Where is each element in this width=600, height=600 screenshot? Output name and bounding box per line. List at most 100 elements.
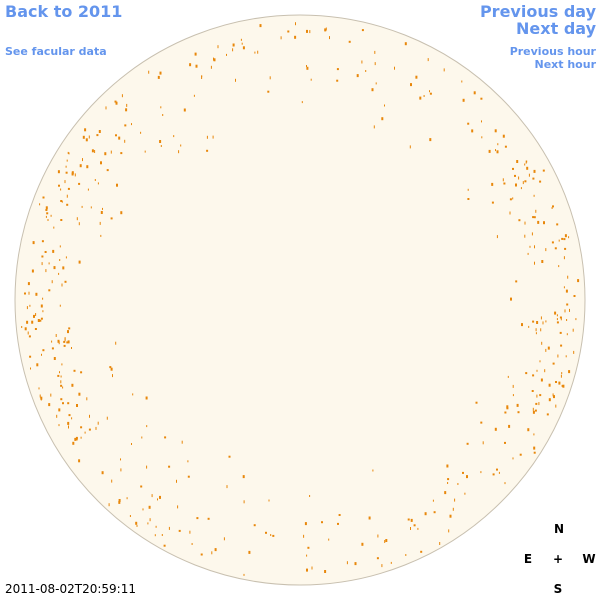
facula-speck bbox=[541, 341, 543, 345]
facula-speck bbox=[454, 498, 456, 502]
facula-speck bbox=[84, 128, 87, 132]
facula-speck bbox=[535, 328, 537, 332]
facula-speck bbox=[427, 58, 429, 62]
facula-speck bbox=[569, 308, 570, 312]
facula-speck bbox=[80, 371, 83, 374]
facula-speck bbox=[573, 350, 575, 354]
facula-speck bbox=[66, 203, 69, 206]
facula-speck bbox=[62, 266, 65, 270]
facula-speck bbox=[429, 138, 432, 142]
facula-speck bbox=[521, 323, 523, 327]
facula-speck bbox=[232, 48, 234, 52]
facula-speck bbox=[212, 135, 214, 139]
facula-speck bbox=[495, 149, 496, 152]
facula-speck bbox=[568, 236, 570, 239]
facula-speck bbox=[336, 68, 339, 71]
facula-speck bbox=[193, 94, 195, 97]
facula-speck bbox=[40, 396, 43, 400]
facula-speck bbox=[466, 442, 469, 445]
facula-speck bbox=[95, 426, 97, 430]
next-day-link[interactable]: Next day bbox=[516, 19, 596, 38]
facula-speck bbox=[259, 24, 262, 28]
facula-speck bbox=[532, 177, 535, 180]
facula-speck bbox=[67, 340, 70, 344]
facula-speck bbox=[410, 83, 412, 87]
facula-speck bbox=[67, 330, 69, 334]
facula-speck bbox=[287, 30, 290, 33]
facula-speck bbox=[68, 425, 69, 429]
facula-speck bbox=[503, 182, 506, 185]
facula-speck bbox=[562, 384, 565, 388]
facula-speck bbox=[336, 79, 339, 82]
facula-speck bbox=[518, 176, 520, 180]
facula-speck bbox=[99, 221, 101, 225]
facula-speck bbox=[78, 222, 80, 226]
facula-speck bbox=[57, 170, 60, 174]
facula-speck bbox=[410, 518, 413, 522]
facula-speck bbox=[527, 428, 530, 432]
facula-speck bbox=[480, 97, 483, 100]
facula-speck bbox=[67, 151, 69, 154]
facula-speck bbox=[405, 554, 407, 556]
facula-speck bbox=[67, 421, 70, 425]
facula-speck bbox=[385, 539, 388, 542]
facula-speck bbox=[533, 169, 536, 173]
facula-speck bbox=[136, 524, 138, 527]
facula-speck bbox=[164, 436, 167, 439]
facula-speck bbox=[528, 173, 530, 177]
facula-speck bbox=[539, 180, 542, 183]
facular-link[interactable]: See facular data bbox=[5, 45, 107, 58]
facula-speck bbox=[44, 251, 47, 253]
facula-speck bbox=[178, 150, 180, 154]
next-hour-link[interactable]: Next hour bbox=[534, 58, 597, 71]
facula-speck bbox=[144, 150, 146, 153]
facula-speck bbox=[124, 139, 126, 143]
facula-speck bbox=[561, 384, 563, 387]
facula-speck bbox=[145, 396, 148, 400]
facula-speck bbox=[536, 321, 539, 324]
facula-speck bbox=[563, 286, 565, 289]
facula-speck bbox=[226, 485, 228, 489]
facula-speck bbox=[149, 518, 151, 522]
facula-speck bbox=[558, 239, 560, 242]
facula-speck bbox=[201, 76, 203, 79]
facula-speck bbox=[560, 317, 562, 321]
facula-speck bbox=[524, 221, 526, 225]
facula-speck bbox=[87, 188, 89, 191]
facula-speck bbox=[60, 200, 63, 202]
prev-hour-link[interactable]: Previous hour bbox=[509, 45, 596, 58]
facula-speck bbox=[39, 319, 42, 322]
facula-speck bbox=[26, 320, 29, 324]
facula-speck bbox=[61, 200, 63, 203]
facula-speck bbox=[108, 503, 110, 507]
facula-speck bbox=[28, 335, 31, 338]
back-link[interactable]: Back to 2011 bbox=[5, 2, 123, 21]
facula-speck bbox=[446, 464, 449, 468]
facula-speck bbox=[60, 380, 62, 384]
facula-speck bbox=[551, 241, 554, 244]
facula-speck bbox=[223, 537, 225, 541]
facula-speck bbox=[514, 174, 516, 177]
facula-speck bbox=[242, 475, 245, 479]
facula-speck bbox=[37, 319, 40, 322]
facula-speck bbox=[381, 564, 383, 568]
facula-speck bbox=[68, 327, 71, 330]
facula-speck bbox=[519, 453, 522, 456]
facula-speck bbox=[409, 145, 411, 149]
facula-speck bbox=[494, 129, 497, 133]
facula-speck bbox=[404, 42, 407, 46]
facula-speck bbox=[384, 540, 386, 543]
facula-speck bbox=[498, 471, 500, 474]
facula-speck bbox=[97, 421, 99, 425]
facula-speck bbox=[146, 465, 148, 469]
facula-speck bbox=[41, 262, 43, 266]
facula-speck bbox=[243, 573, 245, 576]
facula-speck bbox=[268, 499, 270, 502]
prev-day-link[interactable]: Previous day bbox=[479, 2, 596, 21]
facula-speck bbox=[467, 122, 470, 125]
facula-speck bbox=[552, 362, 555, 365]
facula-speck bbox=[64, 180, 66, 184]
facula-speck bbox=[104, 152, 107, 156]
facula-speck bbox=[46, 212, 49, 215]
facula-speck bbox=[32, 241, 35, 245]
